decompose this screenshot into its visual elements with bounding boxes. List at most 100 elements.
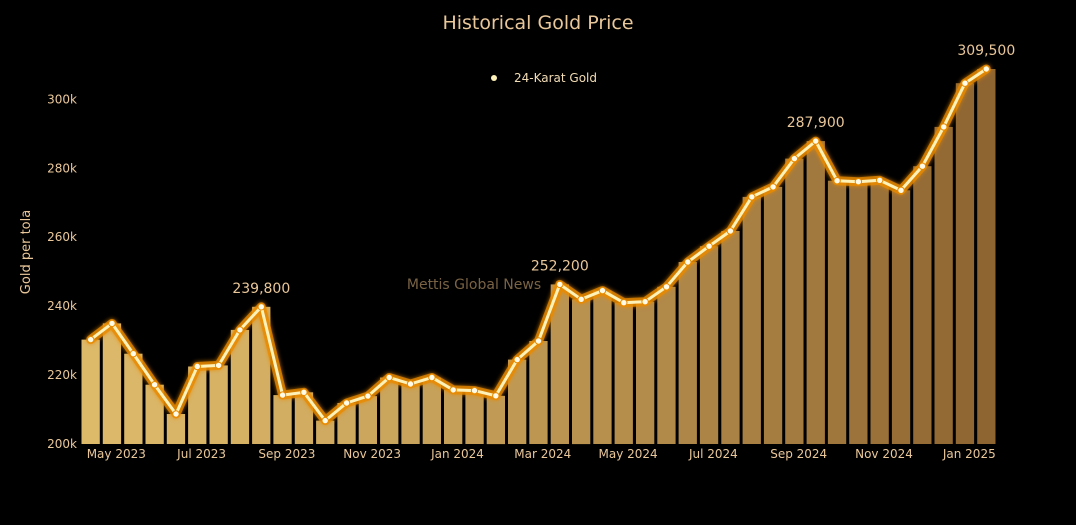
data-point bbox=[364, 392, 372, 400]
x-tick-label: Sep 2023 bbox=[258, 447, 315, 461]
series-line-layer bbox=[86, 64, 991, 426]
watermark: Mettis Global News bbox=[407, 277, 541, 293]
bars-group bbox=[81, 69, 996, 445]
bar bbox=[465, 390, 484, 444]
data-point bbox=[172, 410, 180, 418]
bar bbox=[358, 396, 377, 444]
legend-label: 24-Karat Gold bbox=[514, 71, 597, 85]
bar bbox=[827, 180, 847, 444]
data-point bbox=[449, 386, 457, 394]
bar bbox=[955, 83, 975, 444]
y-axis-label: Gold per tola bbox=[19, 210, 34, 294]
bar bbox=[508, 359, 527, 444]
data-point bbox=[513, 355, 521, 364]
data-point bbox=[854, 178, 863, 186]
chart-title: Historical Gold Price bbox=[442, 12, 633, 34]
data-point bbox=[492, 392, 500, 400]
data-point bbox=[790, 154, 799, 163]
data-point bbox=[748, 193, 756, 201]
y-tick-label: 300k bbox=[47, 92, 77, 106]
data-point bbox=[87, 335, 95, 344]
y-tick-label: 260k bbox=[47, 230, 77, 244]
data-point bbox=[769, 183, 777, 191]
bar bbox=[316, 420, 335, 444]
bar bbox=[785, 158, 804, 444]
y-tick-label: 220k bbox=[47, 368, 77, 382]
bar bbox=[145, 384, 164, 444]
data-point bbox=[598, 286, 607, 295]
data-point bbox=[641, 298, 649, 306]
x-tick-label: Nov 2024 bbox=[855, 447, 913, 461]
bar bbox=[614, 302, 633, 444]
data-point bbox=[833, 177, 841, 185]
x-tick-label: Jan 2024 bbox=[430, 447, 484, 461]
bar bbox=[486, 395, 505, 445]
x-tick-label: Jul 2024 bbox=[688, 447, 738, 461]
bar bbox=[891, 190, 911, 444]
y-tick-label: 200k bbox=[47, 437, 77, 451]
bar bbox=[977, 69, 996, 444]
bar bbox=[913, 166, 932, 444]
bar bbox=[380, 377, 399, 444]
data-point bbox=[684, 258, 692, 266]
bar bbox=[337, 403, 356, 444]
peak-annotation: 252,200 bbox=[531, 258, 589, 274]
bar bbox=[657, 286, 676, 444]
bar bbox=[870, 180, 889, 445]
bar bbox=[699, 246, 719, 444]
bar bbox=[124, 353, 143, 444]
data-point bbox=[662, 283, 671, 291]
data-point bbox=[257, 303, 265, 311]
bar bbox=[81, 339, 100, 444]
x-tick-label: Jul 2023 bbox=[176, 447, 226, 461]
data-point bbox=[812, 137, 820, 145]
data-point bbox=[214, 361, 223, 370]
legend-marker-icon bbox=[491, 75, 497, 81]
bar bbox=[529, 341, 548, 444]
bar bbox=[230, 329, 250, 444]
x-tick-label: May 2023 bbox=[87, 447, 146, 461]
bar bbox=[678, 262, 697, 444]
data-point bbox=[321, 416, 329, 425]
bar bbox=[721, 231, 740, 444]
bar bbox=[636, 301, 655, 444]
annotations-group: 239,800 252,200 287,900 309,500 bbox=[232, 43, 1015, 297]
data-point bbox=[876, 176, 884, 185]
peak-annotation: 309,500 bbox=[957, 43, 1015, 59]
bar bbox=[849, 181, 868, 444]
bar bbox=[742, 196, 761, 444]
bar bbox=[806, 141, 825, 444]
data-point bbox=[961, 79, 969, 87]
bar bbox=[934, 126, 953, 445]
data-point bbox=[236, 326, 244, 334]
data-point bbox=[470, 386, 479, 395]
bar bbox=[763, 186, 783, 444]
data-point bbox=[577, 295, 585, 303]
y-tick-label: 240k bbox=[47, 299, 77, 313]
data-point bbox=[556, 280, 564, 289]
legend[interactable]: 24-Karat Gold bbox=[480, 71, 597, 85]
x-axis-ticks: May 2023 Jul 2023 Sep 2023 Nov 2023 Jan 2024… bbox=[87, 447, 996, 461]
data-point bbox=[982, 65, 990, 73]
data-point bbox=[620, 299, 628, 307]
data-point bbox=[108, 319, 116, 328]
data-point bbox=[406, 380, 415, 388]
bar bbox=[572, 299, 591, 445]
x-tick-label: Jan 2025 bbox=[942, 447, 996, 461]
bar bbox=[209, 365, 228, 444]
data-point bbox=[918, 162, 927, 170]
bar bbox=[273, 395, 292, 444]
bar bbox=[422, 377, 441, 444]
x-tick-label: Mar 2024 bbox=[514, 447, 571, 461]
data-point bbox=[897, 186, 905, 195]
y-axis-ticks: 200k 220k 240k 260k 280k 300k bbox=[47, 92, 77, 451]
peak-annotation: 287,900 bbox=[787, 115, 845, 131]
data-point bbox=[278, 391, 287, 399]
data-point bbox=[193, 362, 202, 371]
data-point bbox=[300, 388, 308, 396]
data-point bbox=[385, 373, 393, 382]
data-point bbox=[150, 381, 159, 389]
data-point bbox=[129, 350, 138, 358]
bar bbox=[550, 284, 569, 444]
